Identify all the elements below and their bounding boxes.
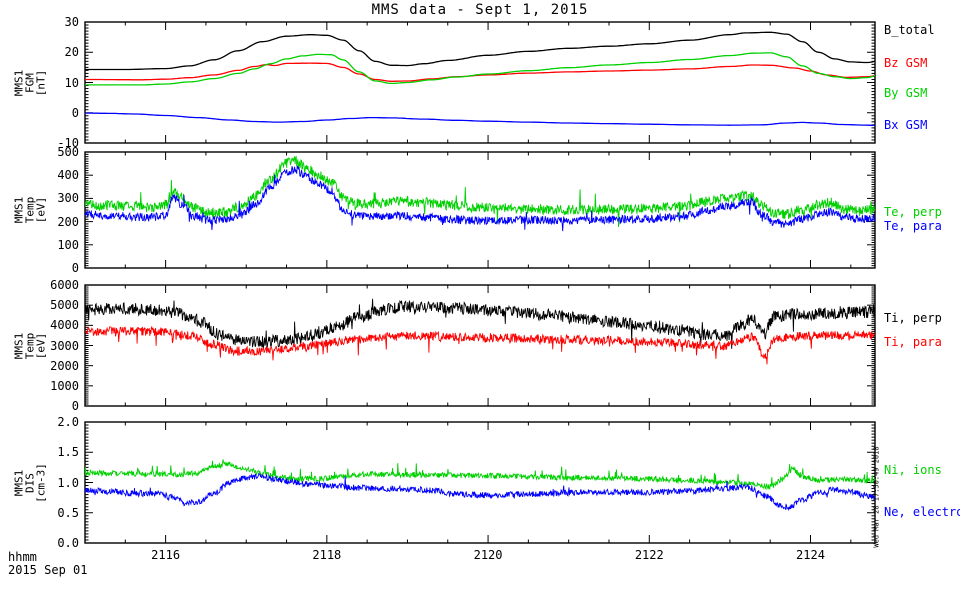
x-axis-unit-label: hhmm bbox=[8, 550, 37, 564]
y-axis-label: MMS1 FGM [nT] bbox=[12, 69, 48, 96]
x-tick-label: 2122 bbox=[634, 548, 664, 562]
legend-b-total: B_total bbox=[884, 22, 935, 37]
series-by-gsm bbox=[85, 52, 875, 86]
y-axis-label: MMS1 Temp [eV] bbox=[12, 332, 48, 359]
series-b-total bbox=[85, 31, 875, 71]
y-tick-label: 500 bbox=[57, 145, 79, 159]
legend-by-gsm: By GSM bbox=[884, 86, 928, 101]
y-axis-label: MMS1 Temp [eV] bbox=[12, 196, 48, 224]
y-tick-label: 1.5 bbox=[57, 445, 79, 460]
legend-ti-para: Ti, para bbox=[884, 334, 942, 349]
y-tick-label: 0 bbox=[71, 261, 79, 275]
series-ti-para bbox=[85, 325, 875, 365]
y-tick-label: 10 bbox=[64, 75, 79, 90]
y-tick-label: 1000 bbox=[50, 378, 79, 393]
y-tick-label: -10 bbox=[57, 136, 79, 150]
series-ti-perp bbox=[85, 298, 875, 350]
y-tick-label: 1.0 bbox=[57, 475, 79, 490]
x-tick-label: 2120 bbox=[473, 548, 503, 562]
y-tick-label: 0.0 bbox=[57, 536, 79, 550]
y-tick-label: 0.5 bbox=[57, 505, 79, 520]
y-axis-label: MMS1 DIS [cm-3] bbox=[12, 462, 48, 503]
y-tick-label: 200 bbox=[57, 214, 79, 229]
y-tick-label: 5000 bbox=[50, 298, 79, 313]
creation-timestamp-watermark: Wed Mar 28 17:50:49 2018 bbox=[872, 446, 881, 548]
chart-title: MMS data - Sept 1, 2015 bbox=[371, 2, 589, 18]
series-ni-ions bbox=[85, 459, 875, 491]
legend-ti-perp: Ti, perp bbox=[884, 310, 942, 325]
panel-density-plot bbox=[84, 421, 876, 544]
y-tick-label: 4000 bbox=[50, 318, 79, 333]
legend-te-perp: Te, perp bbox=[884, 205, 942, 220]
legend-bz-gsm: Bz GSM bbox=[884, 56, 928, 71]
series-te-para bbox=[85, 165, 875, 232]
y-tick-label: 6000 bbox=[50, 278, 79, 292]
y-tick-label: 300 bbox=[57, 191, 79, 206]
y-tick-label: 0 bbox=[71, 399, 79, 413]
panel-temp-i-plot bbox=[84, 284, 876, 407]
y-tick-label: 2000 bbox=[50, 358, 79, 373]
legend-bx-gsm: Bx GSM bbox=[884, 117, 928, 132]
date-label: 2015 Sep 01 bbox=[8, 563, 88, 577]
legend-ne-electrons: Ne, electrons bbox=[884, 504, 960, 519]
x-tick-label: 2116 bbox=[151, 548, 181, 562]
y-tick-label: 2.0 bbox=[57, 415, 79, 429]
series-ne-electrons bbox=[85, 472, 875, 512]
panel-temp-e-plot bbox=[84, 151, 876, 269]
y-tick-label: 400 bbox=[57, 168, 79, 183]
x-tick-label: 2124 bbox=[796, 548, 825, 562]
series-bz-gsm bbox=[85, 62, 875, 82]
x-tick-label: 2118 bbox=[312, 548, 342, 562]
legend-ni-ions: Ni, ions bbox=[884, 463, 942, 478]
y-tick-label: 30 bbox=[64, 15, 79, 29]
y-tick-label: 20 bbox=[64, 45, 79, 60]
y-tick-label: 100 bbox=[57, 237, 79, 252]
y-tick-label: 0 bbox=[71, 105, 79, 120]
legend-te-para: Te, para bbox=[884, 219, 942, 234]
series-te-perp bbox=[85, 156, 875, 228]
panel-fgm-plot bbox=[84, 21, 876, 144]
series-bx-gsm bbox=[85, 112, 875, 127]
y-tick-label: 3000 bbox=[50, 338, 79, 353]
